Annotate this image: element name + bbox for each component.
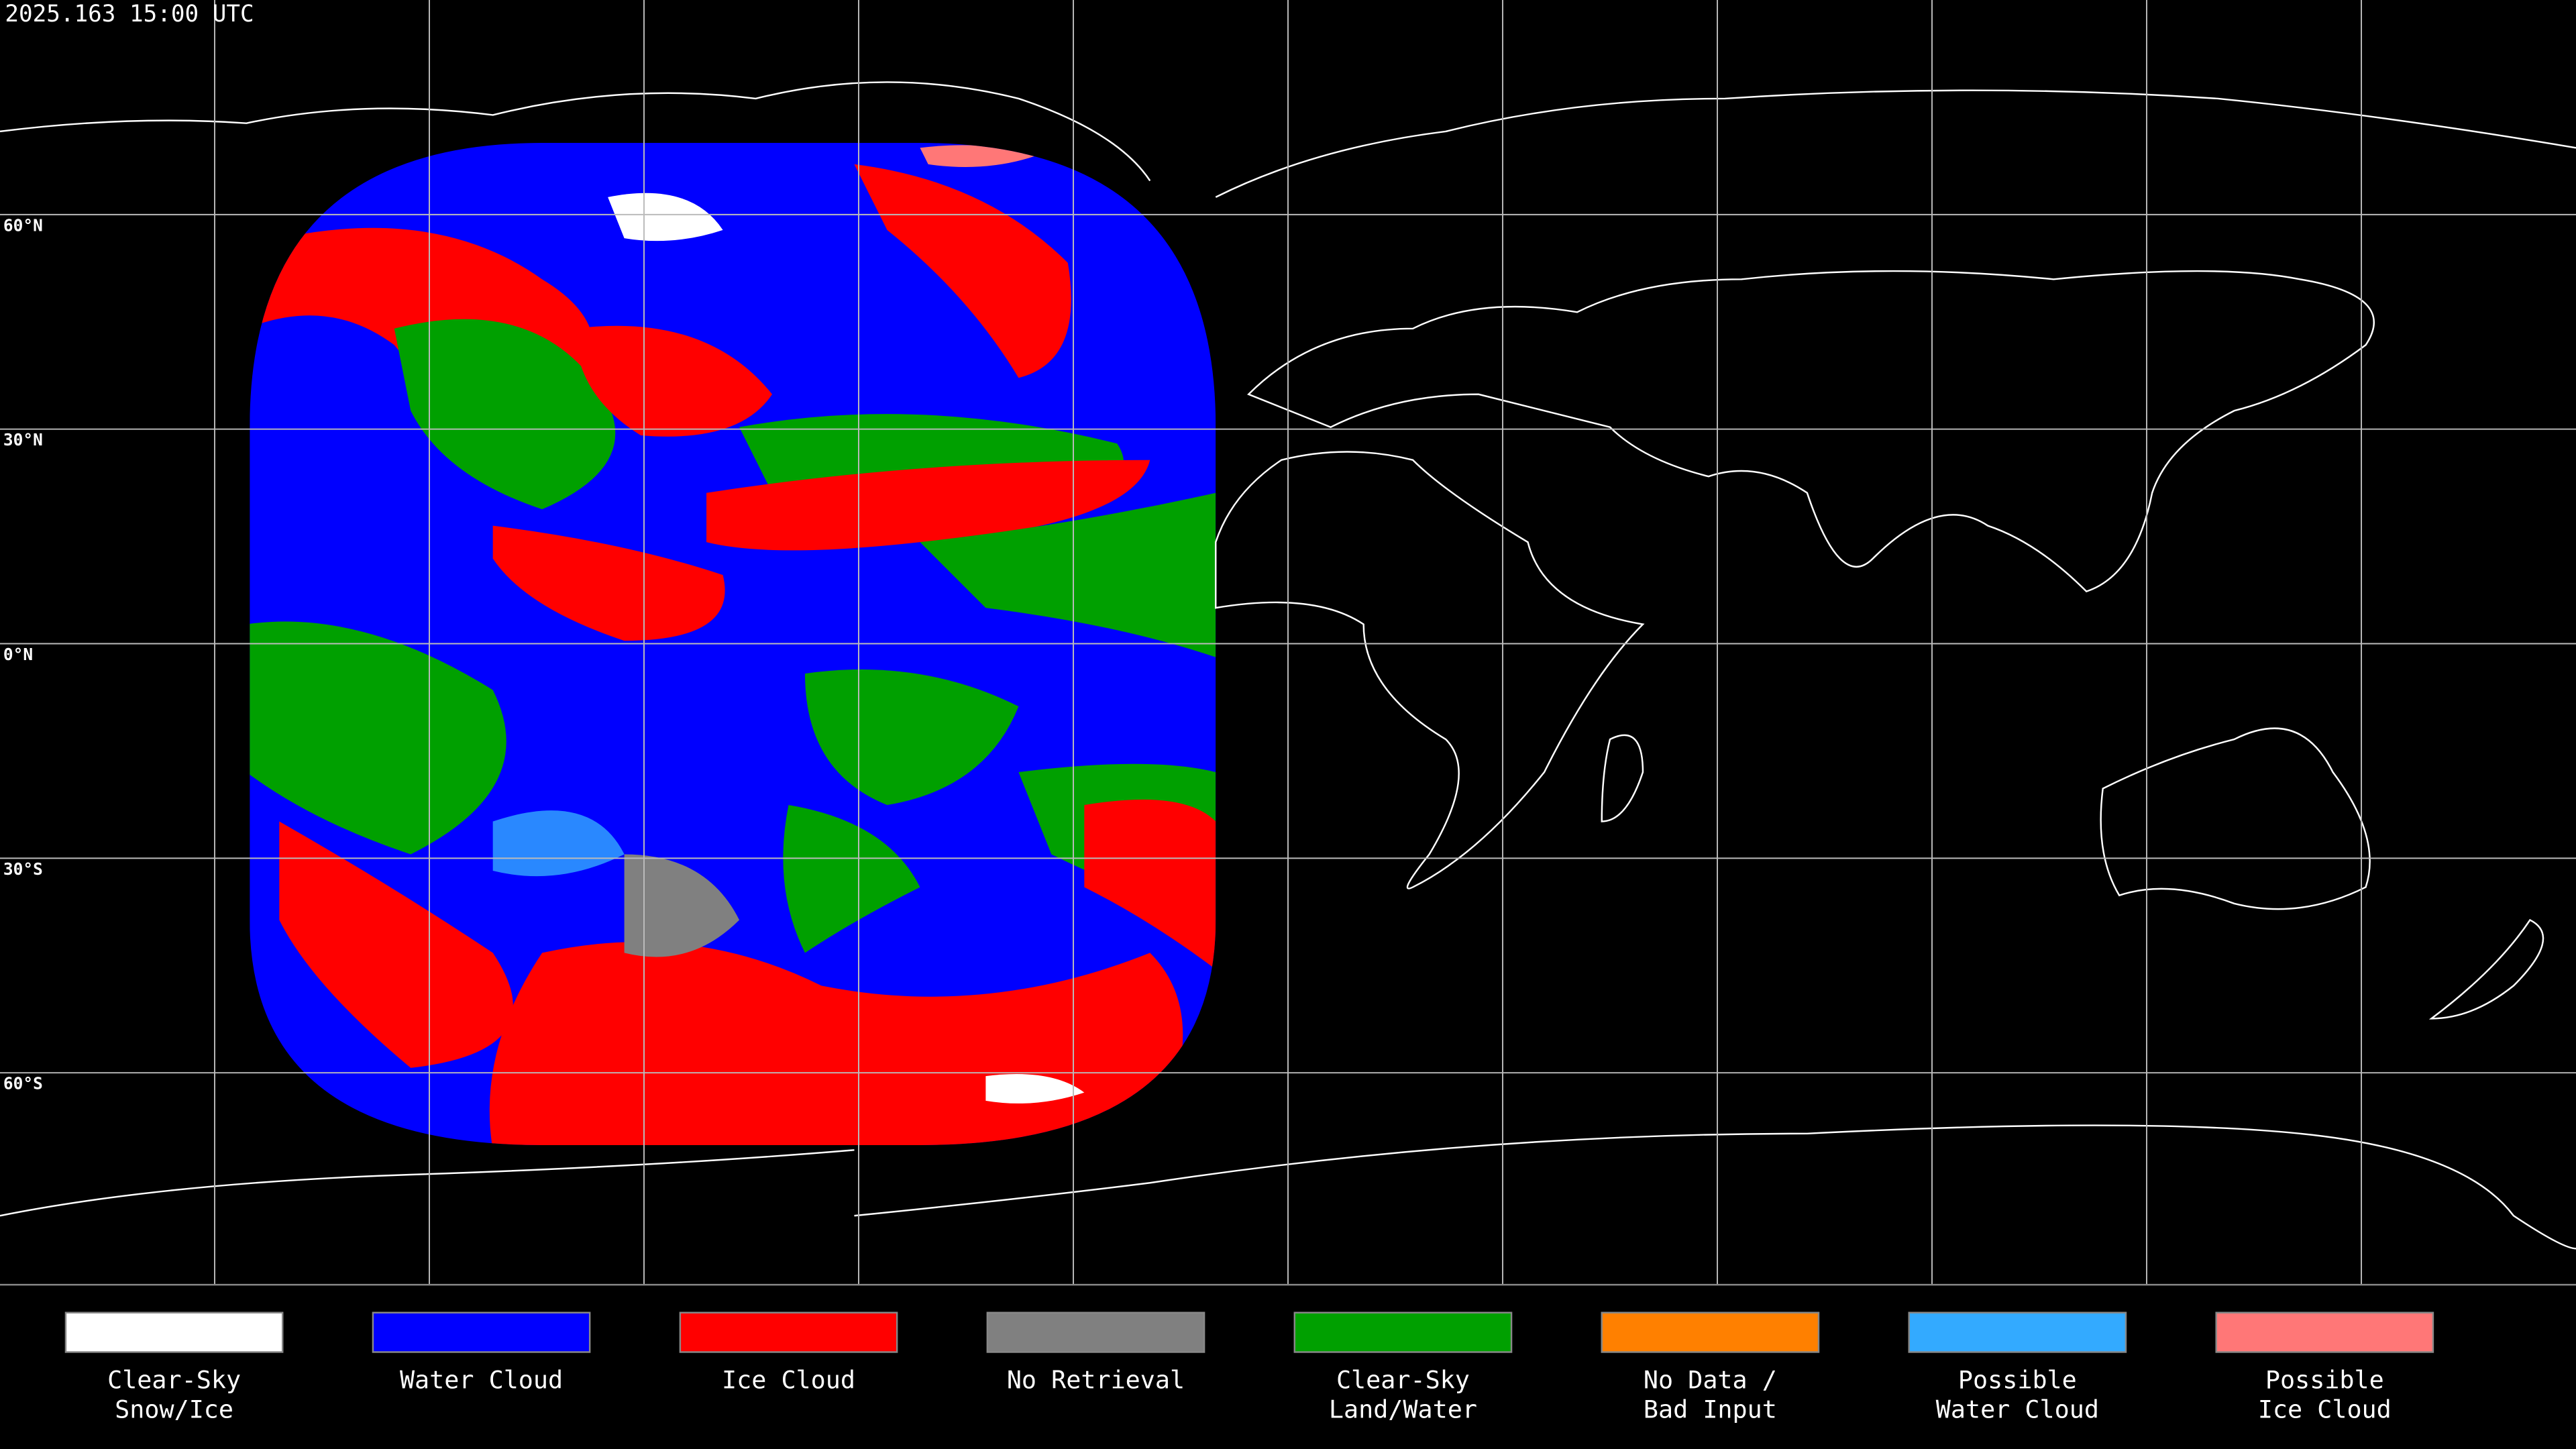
legend-swatch [986, 1311, 1205, 1353]
legend-label: Clear-Sky [107, 1365, 241, 1394]
coastlines [0, 81, 2576, 1250]
legend-swatch [2215, 1311, 2434, 1353]
latitude-label: 30°S [3, 859, 43, 879]
legend-label: Clear-Sky [1336, 1365, 1470, 1394]
legend-swatch [372, 1311, 591, 1353]
legend-swatch [1293, 1311, 1513, 1353]
legend-label: Land/Water [1329, 1395, 1477, 1424]
legend-label: Water Cloud [400, 1365, 563, 1394]
legend-swatch [64, 1311, 284, 1353]
latitude-label: 0°N [3, 645, 33, 664]
graticule: 60°N 30°N 0°N 30°S 60°S [0, 0, 2576, 1286]
legend-label: Ice Cloud [722, 1365, 855, 1394]
legend-label: No Retrieval [1007, 1365, 1185, 1394]
latitude-label: 30°N [3, 430, 43, 449]
legend-swatch [1908, 1311, 2127, 1353]
latitude-label: 60°N [3, 215, 43, 235]
latitude-label: 60°S [3, 1074, 43, 1093]
timestamp: 2025.163 15:00 UTC [5, 1, 254, 28]
legend-swatch [679, 1311, 898, 1353]
legend-label: Bad Input [1644, 1395, 1777, 1424]
legend-label: Possible [2265, 1365, 2384, 1394]
legend-label: No Data / [1644, 1365, 1777, 1394]
legend-label: Snow/Ice [115, 1395, 233, 1424]
legend-swatch [1601, 1311, 1820, 1353]
legend-label: Ice Cloud [2258, 1395, 2392, 1424]
legend-label: Water Cloud [1936, 1395, 2099, 1424]
legend-label: Possible [1958, 1365, 2077, 1394]
